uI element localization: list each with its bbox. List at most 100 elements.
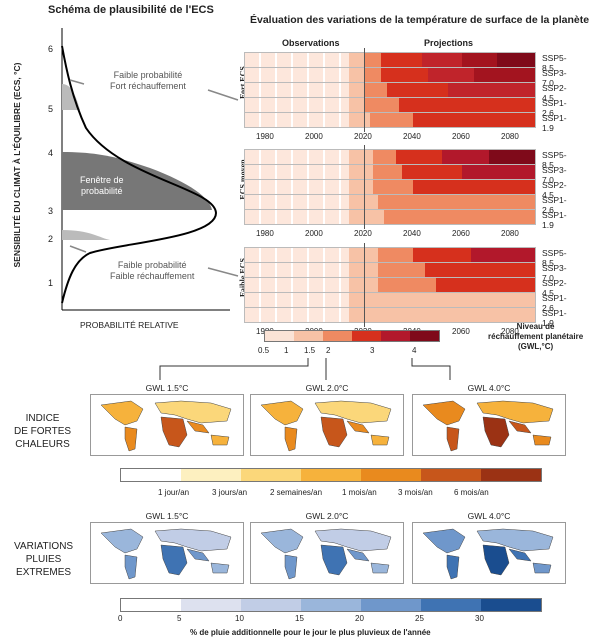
region-shape [370,562,390,574]
projections-header: Projections [424,38,474,48]
present-day-line [364,243,365,327]
scenario-label: SSP2-4.5 [542,83,567,103]
scenario-label: SSP1-1.9 [542,113,567,133]
warming-cell [349,248,379,262]
world-map [260,528,392,580]
warming-cell [378,263,425,277]
year-tick: 2060 [452,229,470,238]
year-tick: 2080 [501,229,519,238]
region-shape [446,554,460,580]
warming-cell [349,53,364,67]
map-title: GWL 2.0°C [305,383,349,393]
region-shape [446,426,460,452]
scenario-row [244,97,536,113]
region-shape [260,528,304,554]
relative-probability-label: PROBABILITÉ RELATIVE [80,320,179,330]
rain-legend-bar [120,598,542,612]
world-map [422,528,554,580]
warming-cell [372,150,396,164]
rain-map: GWL 2.0°C [250,511,404,584]
warming-cell [245,53,350,67]
scenario-row [244,292,536,308]
warming-cell [424,263,535,277]
heat-legend-labels: 1 jour/an 3 jours/an 2 semaines/an 1 moi… [158,488,489,497]
warming-cell [413,113,535,127]
scenario-row [244,149,536,165]
region-shape [100,400,144,426]
scenario-label: SSP1-2.6 [542,195,567,215]
warming-cell [363,98,399,112]
scenario-label: SSP1-1.9 [542,308,567,328]
region-shape [314,528,392,552]
region-shape [260,400,304,426]
region-shape [476,400,554,424]
scenario-row [244,247,536,263]
scenario-label: SSP2-4.5 [542,180,567,200]
map-title: GWL 1.5°C [145,383,189,393]
year-tick: 1980 [256,132,274,141]
warming-cell [245,165,350,179]
warming-cell [245,150,350,164]
warming-cell [349,113,370,127]
map-title: GWL 4.0°C [467,383,511,393]
year-tick: 2000 [305,229,323,238]
scenario-row [244,164,536,180]
year-tick: 2000 [305,132,323,141]
warming-cell [349,68,364,82]
warming-cell [245,278,350,292]
region-shape [160,416,188,448]
gwl-legend-ticks: 0.5 1 1.5 2 3 4 [258,346,417,355]
scenario-label: SSP1-2.6 [542,293,567,313]
region-shape [320,416,348,448]
warming-cell [245,195,350,209]
warming-cell [421,53,463,67]
rain-legend-caption: % de pluie additionnelle pour le jour le… [190,628,431,637]
present-day-line [364,48,365,132]
scenario-row [244,194,536,210]
heat-legend-bar [120,468,542,482]
region-shape [370,434,390,446]
warming-cell [245,98,350,112]
world-map [422,400,554,452]
region-shape [160,544,188,576]
scenario-label: SSP5-8.5 [542,150,567,170]
warming-cell [378,278,437,292]
scenario-label: SSP1-1.9 [542,210,567,230]
region-shape [476,528,554,552]
warming-cell [245,308,350,322]
low-ecs-label: Faible probabilité Faible réchauffement [110,260,195,281]
warming-cell [245,113,350,127]
scenario-row [244,67,536,83]
rain-map: GWL 1.5°C [90,511,244,584]
region-shape [154,528,232,552]
map-title: GWL 1.5°C [145,511,189,521]
rain-legend-labels: 0 5 10 15 20 25 30 [118,614,484,623]
region-shape [346,548,370,562]
region-shape [508,548,532,562]
world-map [260,400,392,452]
scenario-row [244,52,536,68]
ecs-tick-6: 6 [48,44,53,54]
region-shape [482,416,510,448]
world-map [100,400,232,452]
high-ecs-label: Faible probabilité Fort réchauffement [110,70,186,91]
warming-cell [349,83,364,97]
right-title: Évaluation des variations de la températ… [250,14,590,26]
region-shape [532,434,552,446]
warming-cell [349,180,373,194]
region-shape [124,554,138,580]
heat-map: GWL 4.0°C [412,383,566,456]
year-tick: 1980 [256,229,274,238]
region-shape [284,426,298,452]
scenario-panel-1: Fort ECS SSP5-8.5 SSP3-7.0 SSP2-4.5 SSP1-2.6… [239,48,567,141]
heat-map: GWL 2.0°C [250,383,404,456]
warming-cell [427,68,475,82]
region-shape [532,562,552,574]
year-tick: 2040 [403,132,421,141]
warming-cell [363,83,388,97]
year-tick: 2020 [354,132,372,141]
warming-cell [245,263,350,277]
scenario-label: SSP3-7.0 [542,165,567,185]
warming-cell [363,68,382,82]
year-tick: 2060 [452,132,470,141]
